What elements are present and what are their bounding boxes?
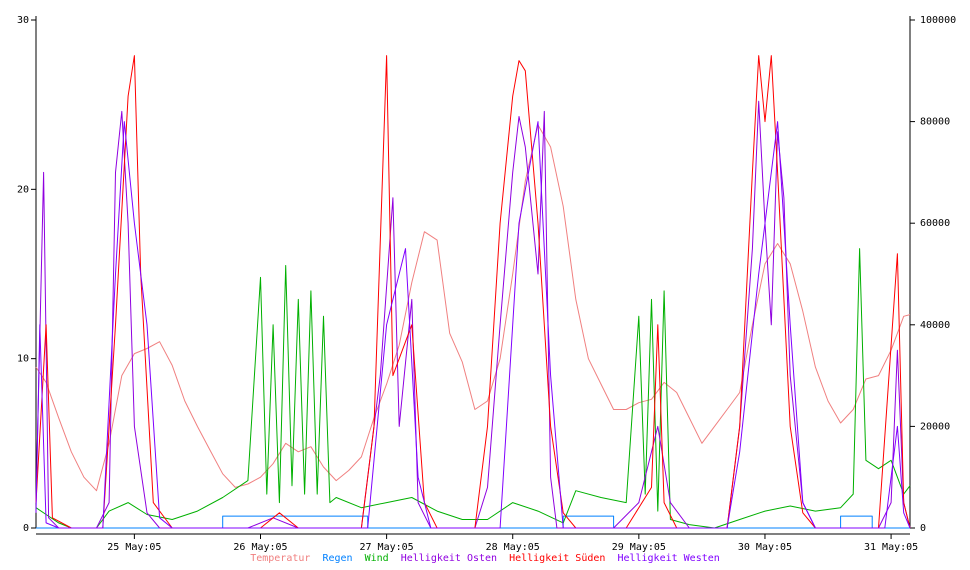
x-tick-label: 29 May:05 (612, 542, 666, 553)
y-right-tick-label: 80000 (920, 117, 950, 128)
y-left-tick-label: 10 (17, 354, 29, 365)
legend-wind: Wind (364, 553, 389, 564)
series-layer (35, 55, 911, 529)
legend-helligkeit-osten: Helligkeit Osten (400, 553, 498, 564)
y-left-tick-label: 20 (17, 184, 29, 195)
series-line-helligkeit-osten (35, 100, 911, 529)
legend-helligkeit-sueden: Helligkeit Süden (509, 553, 606, 564)
x-tick-label: 30 May:05 (738, 542, 792, 553)
x-tick-label: 28 May:05 (486, 542, 540, 553)
y-right-tick-label: 20000 (920, 421, 950, 432)
x-tick-label: 26 May:05 (233, 542, 287, 553)
y-right-tick-label: 40000 (920, 320, 950, 331)
legend-helligkeit-westen: Helligkeit Westen (617, 553, 720, 564)
legend-temperatur: Temperatur (250, 553, 311, 564)
series-line-temperatur (35, 124, 911, 492)
tick-labels: 0 10 20 30 0 20000 40000 60000 80000 100000 25 May… (17, 15, 956, 553)
y-right-tick-label: 0 (920, 523, 926, 534)
series-line-regen (36, 515, 910, 529)
y-left-tick-label: 0 (23, 523, 29, 534)
y-right-tick-label: 100000 (920, 15, 956, 26)
y-right-tick-label: 60000 (920, 218, 950, 229)
legend: Temperatur Regen Wind Helligkeit Osten H… (0, 553, 970, 564)
y-left-tick-label: 30 (17, 15, 29, 26)
axes (31, 16, 915, 539)
x-tick-label: 25 May:05 (107, 542, 161, 553)
x-tick-label: 31 May:05 (864, 542, 918, 553)
series-line-helligkeit-westen (35, 121, 911, 529)
series-line-helligkeit-süden (35, 55, 911, 529)
x-tick-label: 27 May:05 (360, 542, 414, 553)
legend-regen: Regen (322, 553, 353, 564)
series-line-wind (35, 248, 911, 529)
